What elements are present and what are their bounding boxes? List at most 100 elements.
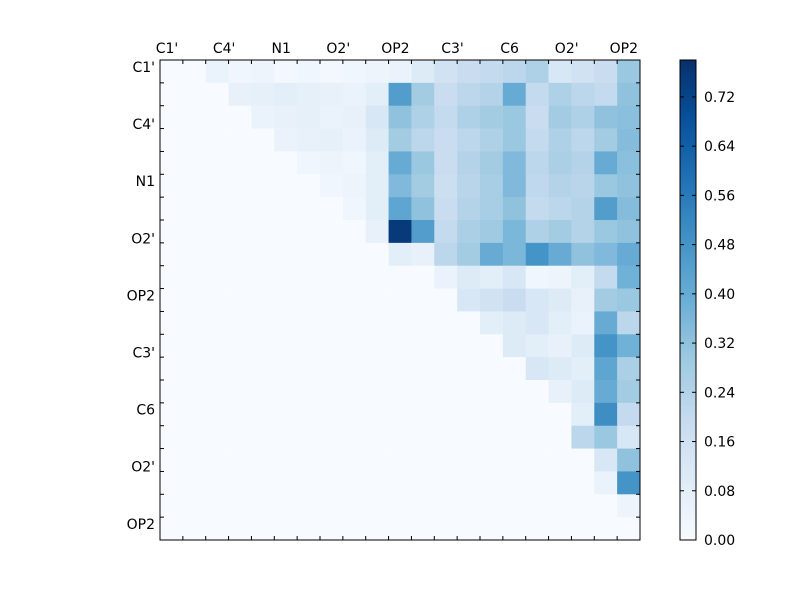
heatmap-cell (480, 334, 504, 358)
heatmap-cell (457, 517, 481, 541)
heatmap-cell (434, 174, 458, 198)
heatmap-cell (617, 82, 641, 107)
heatmap-cell (617, 288, 641, 312)
heatmap-cell (457, 402, 481, 427)
heatmap-cell (434, 242, 458, 267)
y-tick-label: O2' (131, 231, 155, 247)
y-tick-label: N1 (136, 174, 155, 190)
heatmap-cell (411, 425, 435, 449)
heatmap-cell (388, 425, 412, 449)
heatmap-cell (251, 288, 275, 312)
heatmap-cell (548, 334, 572, 358)
heatmap-cell (411, 265, 435, 289)
heatmap-cell (182, 128, 207, 152)
heatmap-cell (274, 265, 298, 289)
heatmap-cell (182, 151, 207, 175)
heatmap-cell (297, 128, 321, 152)
heatmap-cell (457, 288, 481, 312)
heatmap-cell (388, 151, 412, 175)
heatmap-cell (480, 174, 504, 198)
colorbar-tick-label: 0.32 (704, 336, 735, 352)
x-tick-label: C1' (156, 41, 179, 57)
heatmap-cell (548, 494, 572, 518)
heatmap-cell (205, 494, 229, 518)
heatmap-cell (160, 334, 184, 358)
heatmap-cell (594, 151, 618, 175)
heatmap-cell (502, 197, 527, 221)
heatmap-cell (182, 448, 207, 472)
heatmap-cell (525, 402, 549, 427)
heatmap-cell (434, 448, 458, 472)
heatmap-cell (502, 517, 527, 541)
heatmap-cell (388, 174, 412, 198)
y-tick-label: OP2 (127, 288, 155, 304)
heatmap-cell (274, 174, 298, 198)
heatmap-cell (480, 151, 504, 175)
heatmap-cell (411, 128, 435, 152)
heatmap-cell (617, 60, 641, 84)
heatmap-cell (548, 265, 572, 289)
heatmap-cell (571, 448, 595, 472)
heatmap-cell (525, 288, 549, 312)
heatmap-cell (411, 220, 435, 244)
heatmap-cell (434, 220, 458, 244)
heatmap-cell (320, 197, 344, 221)
heatmap-cell (548, 174, 572, 198)
heatmap-cell (320, 174, 344, 198)
heatmap-cell (251, 197, 275, 221)
heatmap-cell (205, 380, 229, 404)
heatmap-cell (457, 357, 481, 381)
heatmap-cell (342, 494, 367, 518)
heatmap-cell (480, 60, 504, 84)
heatmap-cell (525, 128, 549, 152)
heatmap-cell (571, 380, 595, 404)
heatmap-cell (502, 151, 527, 175)
heatmap-cell (342, 105, 367, 129)
heatmap-cell (434, 151, 458, 175)
heatmap-cell (548, 425, 572, 449)
heatmap-cell (365, 517, 389, 541)
heatmap-cell (480, 380, 504, 404)
heatmap-cell (160, 82, 184, 107)
heatmap-cell (228, 265, 252, 289)
heatmap-cell (251, 494, 275, 518)
colorbar (679, 59, 697, 541)
heatmap-cell (365, 334, 389, 358)
heatmap-cell (320, 105, 344, 129)
heatmap-cell (251, 265, 275, 289)
heatmap-cell (365, 128, 389, 152)
heatmap-cell (205, 82, 229, 107)
y-tick-label: C1' (132, 60, 155, 76)
heatmap-cell (457, 82, 481, 107)
heatmap-cell (182, 105, 207, 129)
heatmap-cell (388, 402, 412, 427)
heatmap-cell (434, 334, 458, 358)
heatmap-cell (502, 448, 527, 472)
heatmap-cell (617, 425, 641, 449)
heatmap-cell (571, 425, 595, 449)
heatmap-cell (342, 174, 367, 198)
heatmap-cell (548, 197, 572, 221)
heatmap-cell (388, 517, 412, 541)
y-tick-label: C3' (132, 346, 155, 362)
heatmap-cell (594, 288, 618, 312)
y-tick-label: C6 (136, 403, 155, 419)
heatmap-cell (365, 494, 389, 518)
heatmap-cell (480, 242, 504, 267)
heatmap-cell (480, 357, 504, 381)
heatmap-cell (457, 311, 481, 335)
heatmap-cell (525, 494, 549, 518)
heatmap-cell (320, 380, 344, 404)
heatmap-cell (411, 60, 435, 84)
heatmap-cell (228, 425, 252, 449)
heatmap-cell (548, 220, 572, 244)
heatmap-cell (205, 105, 229, 129)
heatmap-cell (548, 60, 572, 84)
heatmap-cell (297, 220, 321, 244)
heatmap-cell (342, 151, 367, 175)
heatmap-cell (182, 197, 207, 221)
heatmap-cell (502, 288, 527, 312)
heatmap-cell (182, 242, 207, 267)
heatmap-cell (274, 128, 298, 152)
heatmap-cell (571, 265, 595, 289)
